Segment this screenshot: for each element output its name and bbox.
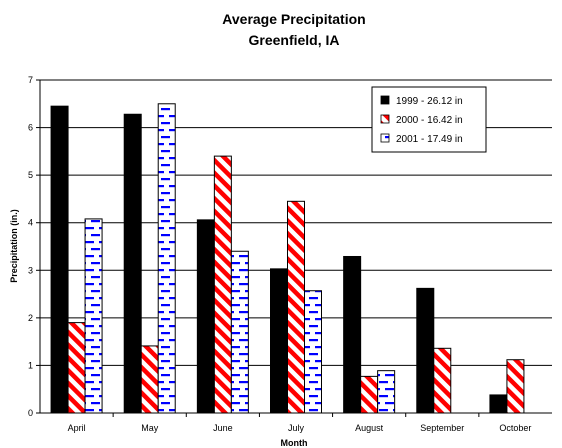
bar-august-1999-26-12-in bbox=[343, 255, 362, 414]
legend-label: 2000 - 16.42 in bbox=[396, 115, 463, 126]
y-tick-label: 7 bbox=[28, 75, 33, 85]
legend-swatch bbox=[380, 95, 390, 105]
bar-june-1999-26-12-in bbox=[196, 219, 215, 414]
x-tick-label: August bbox=[355, 423, 384, 433]
legend: 1999 - 26.12 in 2000 - 16.42 in 2001 - 17.… bbox=[371, 86, 487, 153]
x-tick-label: April bbox=[68, 423, 86, 433]
legend-swatch bbox=[380, 114, 390, 124]
bar-july-2000-16-42-in bbox=[287, 200, 305, 414]
legend-label: 1999 - 26.12 in bbox=[396, 96, 463, 107]
bar-june-2001-17-49-in bbox=[230, 250, 249, 414]
bar-may-2000-16-42-in bbox=[140, 345, 159, 414]
bar-august-2001-17-49-in bbox=[377, 370, 396, 414]
bar-july-2001-17-49-in bbox=[304, 290, 322, 414]
x-tick-labels: April May June July August September October bbox=[68, 423, 532, 433]
bar-august-2000-16-42-in bbox=[360, 375, 379, 414]
x-tick-label: May bbox=[141, 423, 159, 433]
bar-may-1999-26-12-in bbox=[123, 113, 142, 414]
y-tick-labels: 0 1 2 3 4 5 6 7 bbox=[28, 75, 33, 418]
bar-july-1999-26-12-in bbox=[270, 268, 288, 414]
legend-label: 2001 - 17.49 in bbox=[396, 134, 463, 145]
y-tick-label: 3 bbox=[28, 265, 33, 275]
legend-box bbox=[371, 86, 487, 153]
y-tick-label: 6 bbox=[28, 123, 33, 133]
bar-september-2000-16-42-in bbox=[433, 347, 452, 414]
y-tick-label: 2 bbox=[28, 313, 33, 323]
bar-october-2000-16-42-in bbox=[506, 359, 525, 414]
bar-october-1999-26-12-in bbox=[489, 394, 508, 414]
bar-april-2001-17-49-in bbox=[84, 218, 103, 414]
legend-swatch bbox=[380, 133, 390, 143]
bar-june-2000-16-42-in bbox=[213, 155, 232, 414]
x-tick-label: June bbox=[213, 423, 233, 433]
y-tick-label: 0 bbox=[28, 408, 33, 418]
x-tick-label: September bbox=[420, 423, 464, 433]
chart-title: Average Precipitation bbox=[222, 11, 365, 27]
x-tick-label: October bbox=[499, 423, 531, 433]
y-tick-label: 5 bbox=[28, 170, 33, 180]
y-tick-label: 4 bbox=[28, 218, 33, 228]
x-axis-label: Month bbox=[281, 438, 308, 448]
y-tick-label: 1 bbox=[28, 360, 33, 370]
x-tick-label: July bbox=[288, 423, 305, 433]
bar-may-2001-17-49-in bbox=[157, 103, 176, 414]
axes bbox=[39, 80, 552, 414]
bar-september-1999-26-12-in bbox=[416, 287, 435, 414]
bar-april-1999-26-12-in bbox=[50, 105, 69, 414]
bar-april-2000-16-42-in bbox=[67, 322, 86, 414]
chart-subtitle: Greenfield, IA bbox=[248, 32, 339, 48]
y-axis-label: Precipitation (in.) bbox=[9, 209, 19, 283]
